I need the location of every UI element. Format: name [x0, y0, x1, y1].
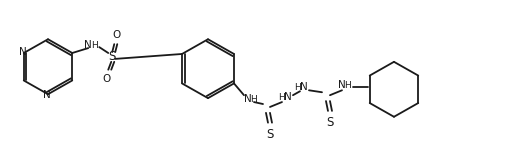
Text: H: H	[295, 83, 301, 92]
Text: H: H	[250, 95, 257, 104]
Text: S: S	[326, 116, 333, 129]
Text: S: S	[266, 128, 274, 141]
Text: O: O	[102, 74, 110, 83]
Text: N: N	[300, 82, 308, 92]
Text: N: N	[43, 90, 51, 100]
Text: N: N	[19, 47, 27, 57]
Text: N: N	[244, 94, 252, 104]
Text: O: O	[112, 30, 120, 40]
Text: S: S	[108, 50, 116, 63]
Text: H: H	[345, 81, 351, 90]
Text: N: N	[338, 80, 346, 90]
Text: H: H	[91, 41, 98, 50]
Text: N: N	[284, 92, 292, 102]
Text: H: H	[279, 93, 286, 102]
Text: N: N	[84, 40, 92, 50]
